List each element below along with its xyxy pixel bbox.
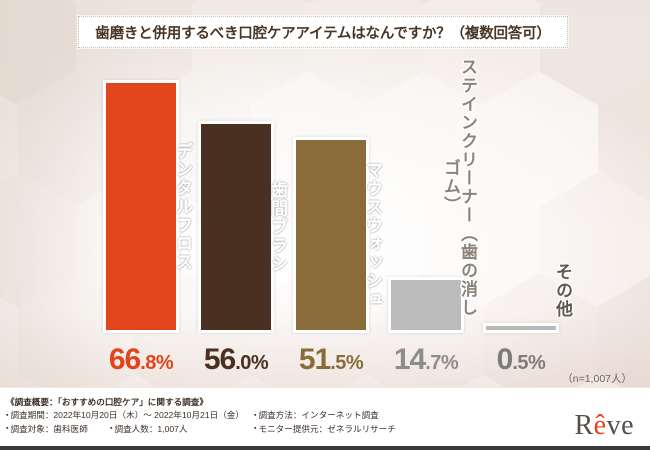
bar-category-label: マウスウォッシュ <box>363 161 382 309</box>
logo-accent-char: ê <box>593 410 607 441</box>
bar-category-label: その他 <box>553 263 572 319</box>
survey-target: 調査対象：歯科医師 <box>6 423 110 436</box>
logo-text-pre: R <box>574 410 594 441</box>
survey-period: 調査期間：2022年10月20日（木）～ 2022年10月21日（金） <box>6 409 254 422</box>
bar-rect <box>388 277 464 333</box>
bar-category-label: デンタルフロス <box>173 141 192 272</box>
survey-heading: 《調査概要：「おすすめの口腔ケア」に関する調査》 <box>6 397 208 407</box>
brand-logo: Rêve <box>574 412 634 440</box>
bar-value: 66.8% <box>108 343 174 376</box>
logo-text-post: ve <box>606 410 634 441</box>
page-title: 歯磨きと併用するべき口腔ケアアイテムはなんですか？（複数回答可） <box>95 25 551 42</box>
bar-rect <box>198 121 274 333</box>
sample-size-note: （n=1,007人） <box>562 373 632 385</box>
bar-rect <box>293 137 369 333</box>
bar-category-label: ステインクリーナー（歯の消しゴム） <box>441 57 477 317</box>
bar-value: 0.5% <box>496 343 546 376</box>
survey-count: 調査人数：1,007人 <box>110 423 254 436</box>
bar-value: 56.0% <box>203 343 269 376</box>
survey-summary: 《調査概要：「おすすめの口腔ケア」に関する調査》 調査期間：2022年10月20… <box>6 396 464 436</box>
bar-rect <box>483 323 559 333</box>
bar-chart: デンタルフロス 66.8% 歯間ブラシ 56.0% マウスウォッシュ 51.5% <box>103 57 572 376</box>
bar-rect <box>103 80 179 333</box>
survey-method: 調査方法：インターネット調査 <box>254 409 464 422</box>
bar-value: 14.7% <box>393 343 459 376</box>
chart-title-box: 歯磨きと併用するべき口腔ケアアイテムはなんですか？（複数回答可） <box>78 16 568 48</box>
bar-value: 51.5% <box>298 343 364 376</box>
bar-category-label: 歯間ブラシ <box>268 180 287 274</box>
footer: 《調査概要：「おすすめの口腔ケア」に関する調査》 調査期間：2022年10月20… <box>0 387 650 450</box>
bottom-bar <box>0 446 650 450</box>
survey-monitor: モニター提供元：ゼネラルリサーチ <box>254 423 464 436</box>
